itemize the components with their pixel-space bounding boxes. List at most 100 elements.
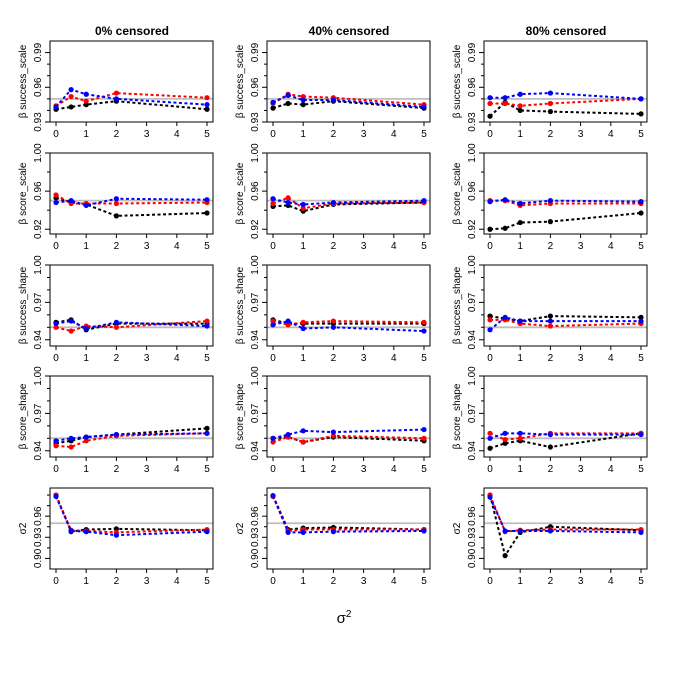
y-axis-label: β success_shape: [452, 266, 463, 344]
point-blue-4: [204, 430, 210, 436]
point-blue-1: [502, 528, 508, 534]
point-blue-4: [638, 199, 644, 205]
x-tick-label: 2: [114, 241, 120, 252]
point-blue-3: [330, 199, 336, 206]
x-tick-label: 3: [361, 241, 367, 252]
y-tick-label: 0.96: [467, 181, 478, 201]
y-tick-label: 0.96: [467, 77, 478, 97]
x-tick-label: 1: [83, 241, 89, 252]
x-tick-label: 0: [53, 241, 59, 252]
y-tick-label: 0.93: [250, 527, 261, 547]
point-red-4: [204, 95, 210, 101]
point-blue-0: [53, 199, 59, 206]
x-tick-label: 1: [300, 241, 306, 252]
point-red-2: [300, 205, 306, 211]
point-blue-1: [502, 314, 508, 320]
point-blue-3: [330, 97, 336, 103]
y-tick-label: 0.96: [33, 77, 44, 97]
y-tick-label: 1.00: [250, 143, 261, 163]
point-red-2: [83, 98, 89, 104]
panel-r1-c0: 0 1 2 3 4 5 0.92 0.96 1.00 β score_scale: [18, 143, 214, 252]
point-blue-1: [285, 431, 291, 438]
point-blue-0: [487, 95, 493, 101]
y-tick-label: 0.92: [33, 219, 44, 239]
point-blue-2: [300, 325, 306, 332]
point-blue-1: [68, 87, 74, 93]
point-blue-3: [547, 90, 554, 96]
y-tick-label: 0.97: [467, 292, 478, 312]
y-tick-label: 0.97: [33, 403, 44, 423]
panel-r1-c1: 0 1 2 3 4 5 0.92 0.96 1.00 β score_scale: [235, 143, 431, 252]
x-tick-label: 5: [638, 353, 644, 364]
x-tick-label: 5: [638, 129, 644, 140]
panel-frame: [49, 487, 214, 570]
panel-r2-c0: 0 1 2 3 4 5 0.94 0.97 1.00 β success_shape: [18, 255, 214, 364]
series-line-black: [489, 494, 642, 559]
point-blue-2: [83, 325, 89, 332]
point-blue-0: [53, 438, 59, 444]
point-blue-2: [300, 97, 306, 103]
x-tick-label: 1: [300, 129, 306, 140]
y-tick-label: 0.96: [250, 506, 261, 526]
point-blue-3: [113, 431, 119, 438]
x-tick-label: 2: [331, 464, 337, 475]
panel-r4-c2: 0 1 2 3 4 5 0.900.930.96 σ2: [452, 487, 648, 587]
panel-r2-c1: 0 1 2 3 4 5 0.94 0.97 1.00 β success_shape: [235, 255, 431, 364]
point-blue-1: [285, 318, 291, 324]
x-tick-label: 2: [331, 353, 337, 364]
point-blue-1: [502, 95, 508, 101]
y-tick-label: 0.96: [33, 181, 44, 201]
panel-r0-c2: 0 1 2 3 4 5 0.93 0.96 0.99 β success_scale: [452, 40, 648, 140]
x-tick-label: 3: [361, 353, 367, 364]
point-blue-0: [270, 493, 276, 499]
point-blue-0: [53, 104, 59, 110]
x-tick-label: 5: [638, 241, 644, 252]
y-axis-label: β success_scale: [452, 44, 463, 118]
point-blue-2: [83, 434, 89, 440]
x-tick-label: 1: [83, 129, 89, 140]
point-blue-3: [547, 431, 554, 438]
point-blue-3: [330, 529, 336, 535]
y-tick-label: 0.94: [467, 330, 478, 350]
x-tick-label: 1: [517, 464, 523, 475]
point-blue-4: [204, 323, 210, 329]
point-red-0: [487, 430, 493, 436]
point-blue-4: [421, 328, 427, 334]
point-blue-4: [638, 529, 644, 535]
y-tick-label: 0.93: [33, 112, 44, 132]
point-red-3: [547, 100, 554, 107]
point-blue-1: [68, 435, 74, 441]
point-red-3: [113, 324, 119, 330]
point-blue-2: [83, 529, 89, 535]
point-black-4: [638, 111, 644, 117]
panel-r0-c1: 0 1 2 3 4 5 0.93 0.96 0.99 β success_scale: [235, 40, 431, 140]
point-blue-2: [300, 428, 306, 434]
point-red-2: [300, 319, 306, 325]
y-tick-label: 0.93: [467, 112, 478, 132]
series-line-red: [490, 97, 642, 107]
point-black-0: [487, 313, 493, 319]
point-blue-3: [330, 429, 336, 435]
y-tick-label: 0.94: [250, 441, 261, 461]
point-black-4: [204, 210, 210, 216]
x-tick-label: 2: [331, 129, 337, 140]
x-tick-label: 0: [53, 576, 59, 587]
point-blue-1: [502, 430, 508, 436]
x-tick-label: 0: [53, 129, 59, 140]
y-tick-label: 0.96: [467, 506, 478, 526]
x-tick-label: 1: [517, 129, 523, 140]
panel-r3-c2: 0 1 2 3 4 5 0.94 0.97 1.00 β score_shape: [452, 366, 648, 475]
y-tick-label: 0.93: [467, 527, 478, 547]
point-red-2: [300, 439, 306, 445]
x-tick-label: 2: [548, 576, 554, 587]
series-line-black: [55, 100, 208, 111]
x-tick-label: 1: [517, 576, 523, 587]
y-tick-label: 0.92: [250, 219, 261, 239]
x-axis-label-exponent: 2: [346, 609, 352, 620]
point-blue-2: [300, 529, 306, 535]
y-axis-label: σ2: [235, 522, 246, 534]
point-blue-4: [421, 104, 427, 110]
x-tick-label: 2: [114, 353, 120, 364]
point-red-0: [487, 317, 493, 323]
